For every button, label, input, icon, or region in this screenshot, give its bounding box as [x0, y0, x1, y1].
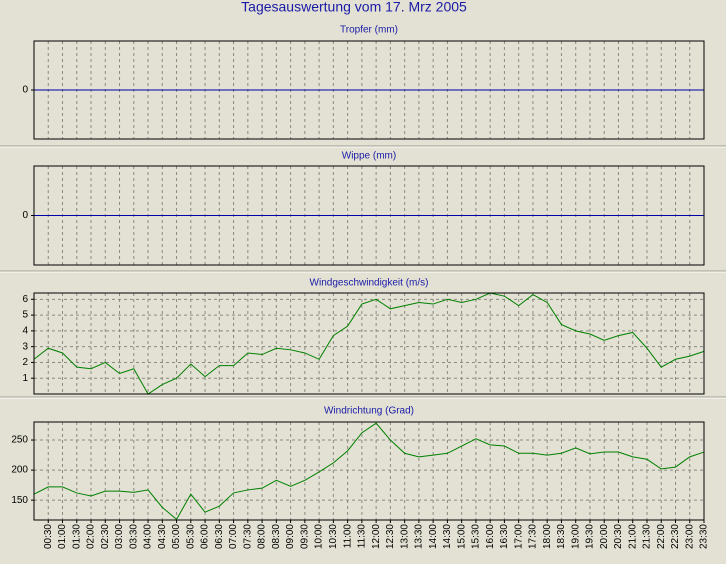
y-tick-label: 1: [22, 373, 28, 384]
x-tick-label: 02:30: [100, 524, 111, 549]
x-tick-label: 02:00: [86, 524, 97, 549]
plot-frame: [33, 165, 705, 266]
x-tick-label: 20:30: [613, 524, 624, 549]
x-tick-label: 11:30: [357, 524, 368, 549]
plot-frame: [33, 421, 705, 521]
x-tick-label: 23:30: [699, 524, 710, 549]
x-tick-label: 01:00: [57, 524, 68, 549]
x-tick-label: 09:30: [299, 524, 310, 549]
x-tick-label: 07:00: [228, 524, 239, 549]
y-tick-label: 250: [11, 435, 28, 446]
x-tick-label: 12:00: [371, 524, 382, 549]
x-tick-label: 17:00: [513, 524, 524, 549]
y-tick-label: 150: [11, 495, 28, 506]
data-line: [33, 422, 705, 521]
x-tick-label: 12:30: [385, 524, 396, 549]
x-tick-label: 16:30: [499, 524, 510, 549]
x-tick-label: 21:00: [627, 524, 638, 549]
x-tick-label: 01:30: [71, 524, 82, 549]
x-tick-label: 15:00: [456, 524, 467, 549]
x-tick-label: 13:00: [399, 524, 410, 549]
x-tick-label: 18:30: [556, 524, 567, 549]
panel-title: Wippe (mm): [342, 151, 396, 162]
x-tick-label: 10:00: [314, 524, 325, 549]
x-tick-label: 06:00: [200, 524, 211, 549]
x-tick-label: 14:30: [442, 524, 453, 549]
x-tick-label: 18:00: [542, 524, 553, 549]
panel-title: Windgeschwindigkeit (m/s): [310, 278, 429, 289]
x-tick-label: 14:00: [428, 524, 439, 549]
x-tick-label: 03:30: [128, 524, 139, 549]
x-tick-label: 17:30: [528, 524, 539, 549]
x-tick-label: 07:30: [242, 524, 253, 549]
panel-title: Tropfer (mm): [340, 25, 398, 36]
y-tick-label: 0: [22, 85, 28, 96]
y-tick-label: 3: [22, 341, 28, 352]
x-tick-label: 10:30: [328, 524, 339, 549]
x-tick-label: 11:00: [342, 524, 353, 549]
x-tick-label: 23:00: [684, 524, 695, 549]
x-tick-label: 22:30: [670, 524, 681, 549]
y-tick-label: 5: [22, 310, 28, 321]
x-tick-label: 05:30: [185, 524, 196, 549]
x-tick-label: 13:30: [414, 524, 425, 549]
y-tick-label: 4: [22, 326, 28, 337]
x-tick-label: 21:30: [642, 524, 653, 549]
x-tick-label: 22:00: [656, 524, 667, 549]
x-tick-label: 03:00: [114, 524, 125, 549]
x-tick-label: 06:30: [214, 524, 225, 549]
x-tick-label: 15:30: [471, 524, 482, 549]
y-tick-label: 6: [22, 294, 28, 305]
x-tick-label: 19:00: [570, 524, 581, 549]
x-tick-label: 05:00: [171, 524, 182, 549]
data-line: [33, 292, 705, 395]
y-tick-label: 0: [22, 210, 28, 221]
x-tick-label: 09:00: [285, 524, 296, 549]
x-tick-label: 04:00: [143, 524, 154, 549]
x-tick-label: 08:30: [271, 524, 282, 549]
x-tick-label: 00:30: [43, 524, 54, 549]
plot-frame: [33, 40, 705, 140]
x-tick-label: 19:30: [585, 524, 596, 549]
plot-frame: [33, 292, 705, 395]
x-tick-label: 04:30: [157, 524, 168, 549]
x-tick-label: 20:00: [599, 524, 610, 549]
y-tick-label: 200: [11, 465, 28, 476]
page-title: Tagesauswertung vom 17. Mrz 2005: [241, 0, 467, 15]
x-tick-label: 16:00: [485, 524, 496, 549]
x-tick-label: 08:00: [257, 524, 268, 549]
y-tick-label: 2: [22, 357, 28, 368]
panel-title: Windrichtung (Grad): [324, 406, 414, 417]
